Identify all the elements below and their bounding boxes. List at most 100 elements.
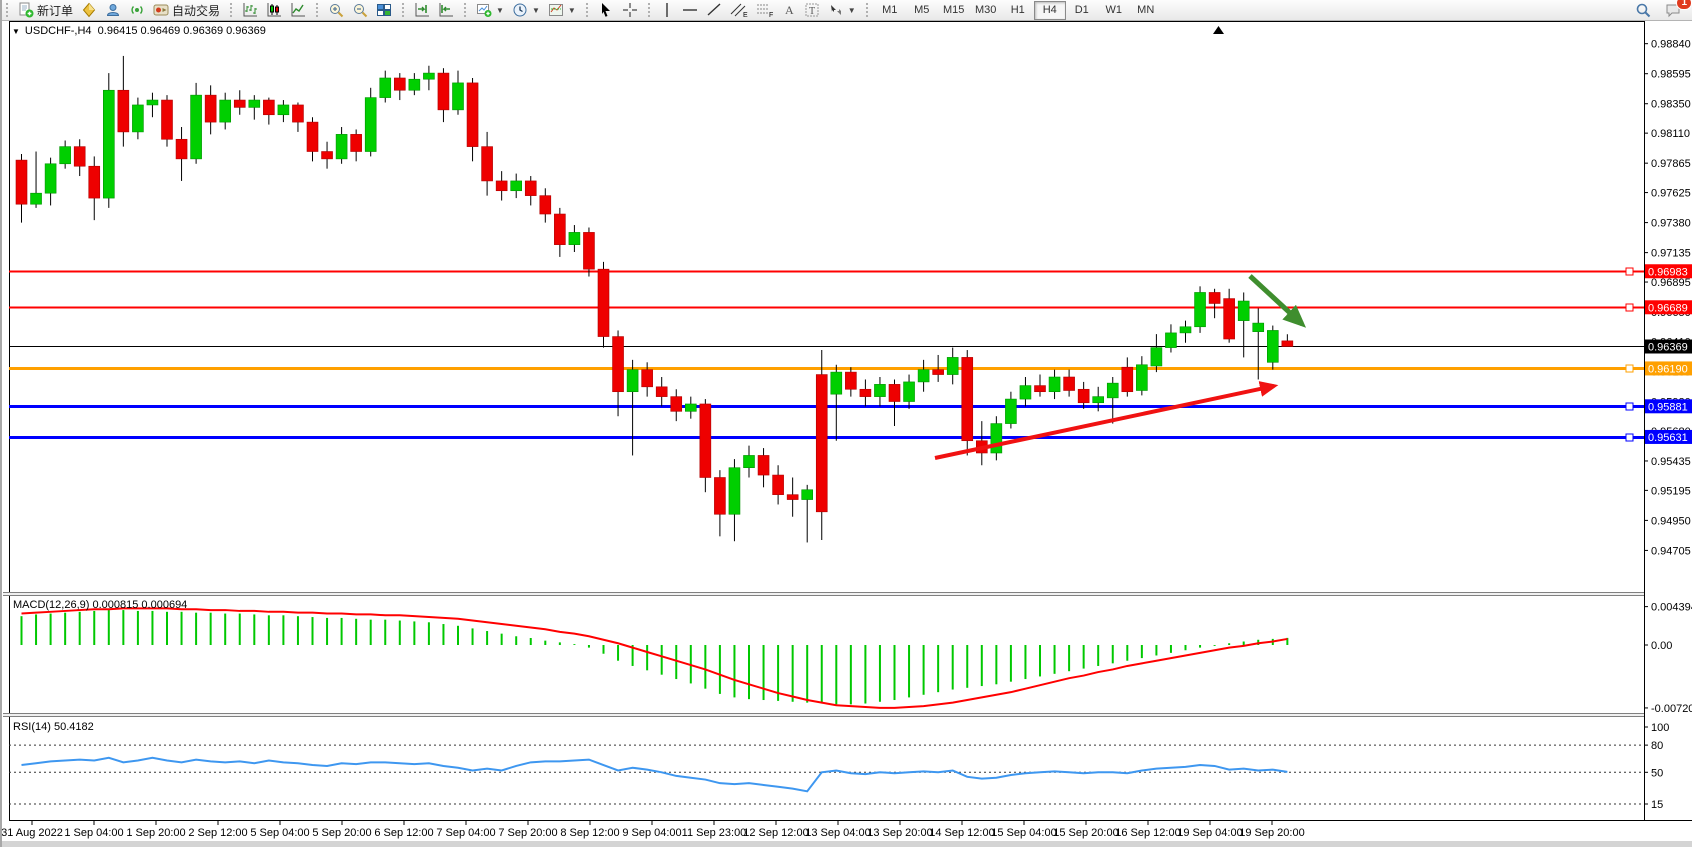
autotrade-button[interactable]: 自动交易 [149, 0, 224, 20]
scroll-marker-icon[interactable] [1213, 26, 1224, 34]
level-line-handle[interactable] [1625, 303, 1634, 312]
templates-button[interactable]: ▼ [544, 0, 580, 20]
price-box-0.96983 [1645, 264, 1692, 279]
timeframe-MN[interactable]: MN [1137, 3, 1155, 16]
periods-button[interactable]: ▼ [508, 0, 544, 20]
timeframe-H4[interactable]: H4 [1033, 0, 1066, 20]
candle-body-bear [495, 180, 508, 192]
toolbar-grip[interactable] [647, 3, 654, 17]
channel-button[interactable]: E [726, 0, 752, 20]
pane-splitter[interactable] [3, 592, 1692, 596]
chart-shift-button[interactable] [434, 0, 458, 20]
level-line-handle[interactable] [1625, 364, 1634, 373]
price-tick-label: 0.95195 [1651, 485, 1691, 497]
candle-body-bull [379, 77, 392, 98]
candle-body-bull [1267, 330, 1279, 363]
timeframe-M15[interactable]: M15 [943, 3, 965, 16]
candle-body-bear [932, 369, 944, 375]
time-tick-label: 16 Sep 12:00 [1115, 827, 1180, 839]
autotrade-label: 自动交易 [172, 3, 221, 18]
market-button[interactable] [77, 0, 101, 20]
zoom-in-button[interactable] [324, 0, 348, 20]
green-down-arrow[interactable] [1248, 274, 1307, 328]
rsi-line [21, 756, 1288, 793]
search-icon [1636, 3, 1651, 18]
red-trend-arrow[interactable] [934, 381, 1279, 460]
fibonacci-button[interactable]: F [752, 0, 778, 20]
svg-text:E: E [743, 12, 748, 18]
time-tick-label: 6 Sep 12:00 [374, 827, 433, 839]
candle-body-bear [757, 455, 770, 476]
price-tick-label: 0.94950 [1651, 515, 1691, 527]
auto-scroll-button[interactable] [410, 0, 434, 20]
candle-body-bull [1252, 322, 1265, 332]
shapes-button[interactable]: ▼ [824, 0, 860, 20]
candle-body-bull [728, 467, 741, 515]
zoom-out-button[interactable] [348, 0, 372, 20]
vertical-line-button[interactable] [656, 0, 678, 20]
toolbar-grip[interactable] [316, 3, 322, 17]
price-tick-label: 0.94705 [1651, 545, 1691, 557]
line-chart-button[interactable] [286, 0, 310, 20]
toolbar-grip[interactable] [402, 3, 408, 17]
main-toolbar: 新订单 自动交易 [2, 0, 1692, 21]
candle-body-bear [73, 146, 86, 167]
text-button[interactable]: A [778, 0, 800, 20]
chart-shift-icon [439, 3, 454, 17]
candlestick-chart-button[interactable] [262, 0, 286, 20]
community-button[interactable] [101, 0, 125, 20]
level-line-handle[interactable] [1625, 267, 1634, 276]
toolbar-grip[interactable] [464, 3, 470, 17]
pane-splitter[interactable] [3, 713, 1692, 717]
candle-body-bear [175, 138, 188, 160]
timeframe-D1[interactable]: D1 [1074, 3, 1089, 16]
candle-body-bull [190, 94, 202, 160]
candle-body-bull [44, 163, 57, 194]
toolbar-grip[interactable] [865, 3, 872, 17]
symbol-dropdown-icon[interactable]: ▼ [12, 27, 20, 36]
candle-body-bull [30, 192, 42, 205]
price-box-0.96190 [1645, 361, 1692, 376]
crosshair-button[interactable] [618, 0, 642, 20]
chat-button[interactable]: 1 [1661, 0, 1692, 20]
horizontal-line-icon [682, 9, 697, 11]
price-box-label: 0.96983 [1648, 266, 1688, 278]
bar-chart-button[interactable] [238, 0, 262, 20]
level-line-handle[interactable] [1625, 402, 1634, 411]
time-tick-label: 9 Sep 04:00 [622, 827, 681, 839]
cursor-button[interactable] [594, 0, 618, 20]
price-tick-label: 0.97380 [1651, 218, 1691, 230]
signals-button[interactable] [125, 0, 149, 20]
dropdown-caret: ▼ [496, 5, 504, 15]
toolbar-grip[interactable] [6, 3, 12, 17]
toolbar-grip[interactable] [230, 3, 236, 17]
candle-body-bull [684, 403, 697, 412]
time-tick-label: 5 Sep 04:00 [250, 827, 309, 839]
tile-windows-button[interactable] [372, 0, 396, 20]
timeframe-H1[interactable]: H1 [1010, 3, 1025, 16]
timeframe-W1[interactable]: W1 [1105, 3, 1122, 16]
toolbar-grip[interactable] [585, 3, 592, 17]
timeframe-M30[interactable]: M30 [975, 3, 997, 16]
level-line-handle[interactable] [1625, 433, 1634, 442]
horizontal-line-button[interactable] [678, 0, 702, 20]
new-chart-button[interactable]: ▼ [472, 0, 508, 20]
timeframe-M5[interactable]: M5 [914, 3, 930, 16]
candle-body-bull [946, 357, 959, 375]
new-order-button[interactable]: 新订单 [14, 0, 77, 20]
trendline-button[interactable] [702, 0, 726, 20]
label-button[interactable]: T [800, 0, 824, 20]
dropdown-caret: ▼ [531, 5, 540, 15]
chart-title: ▼ USDCHF-,H4 0.96415 0.96469 0.96369 0.96… [12, 25, 266, 37]
candle-body-bear [583, 232, 595, 270]
rsi-axis-label: 15 [1651, 799, 1663, 811]
candle-body-bear [204, 94, 217, 123]
search-button[interactable] [1631, 0, 1655, 20]
time-tick-label: 11 Sep 23:00 [682, 827, 747, 839]
community-person-icon [107, 4, 120, 16]
candle-body-bear [437, 72, 450, 111]
rsi-axis-label: 80 [1651, 740, 1663, 752]
timeframe-M1[interactable]: M1 [882, 3, 898, 16]
